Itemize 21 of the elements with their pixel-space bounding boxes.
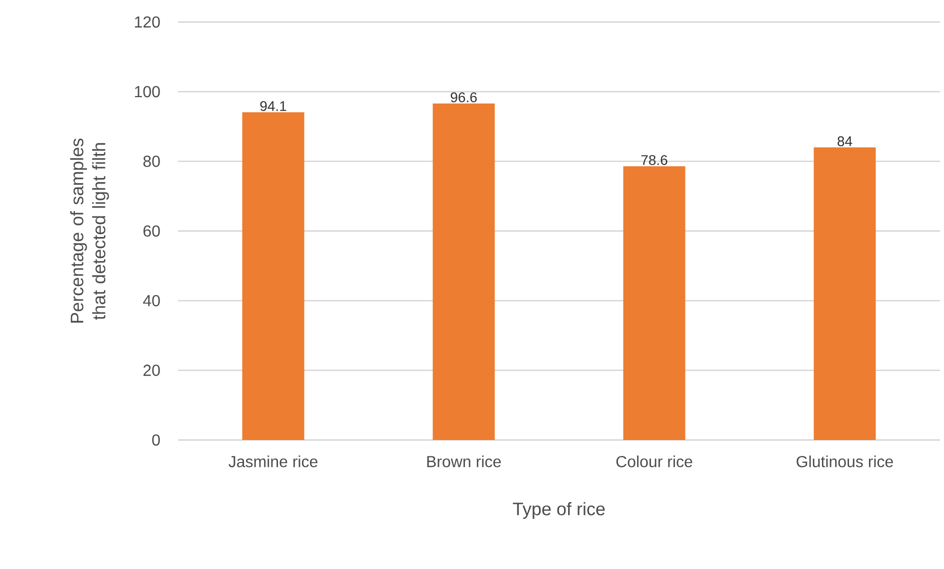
y-tick-label: 60 [143,225,160,237]
bar [432,104,495,440]
y-tick-label: 20 [143,364,160,376]
data-label: 84 [838,136,852,146]
y-axis-title: Percentage of samples that detected light filth [70,138,109,323]
y-tick-label: 0 [152,434,160,446]
y-tick-label: 100 [135,86,160,98]
x-tick-label: Brown rice [427,456,501,468]
data-label: 94.1 [260,101,286,112]
y-tick-label: 40 [143,295,160,306]
bar [242,112,304,440]
x-tick-label: Jasmine rice [228,456,318,468]
x-axis-title: Type of rice [512,502,605,519]
data-label: 78.6 [641,155,668,166]
data-label: 96.6 [450,92,477,102]
y-tick-label: 120 [135,16,160,28]
x-tick-label: Glutinous rice [796,456,893,468]
bar [623,166,686,440]
y-tick-label: 80 [143,156,160,167]
bar [814,147,876,440]
x-tick-label: Colour rice [616,456,692,468]
